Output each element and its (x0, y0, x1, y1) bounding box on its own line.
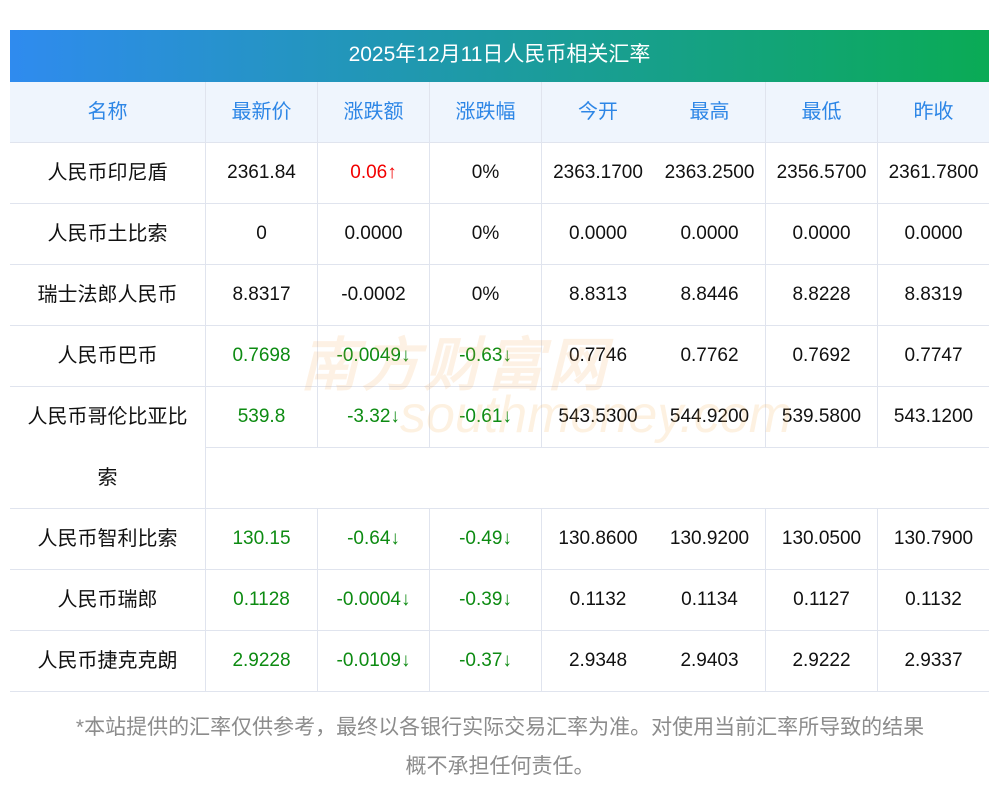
table-row: 人民币瑞郎 0.1128 -0.0004↓ -0.39↓ 0.1132 0.1134 0.1… (10, 570, 989, 631)
table-row: 人民币土比索 0 0.0000 0% 0.0000 0.0000 0.0000 0.0000 (10, 204, 989, 265)
cell-change-pct: 0% (430, 265, 542, 325)
header-open: 今开 (578, 101, 618, 123)
cell-latest: 539.8 (206, 387, 318, 448)
cell-change: 0.06↑ (318, 143, 430, 203)
cell-change-pct: -0.61↓ (430, 387, 542, 448)
cell-prev-close: 0.0000 (904, 223, 963, 244)
cell-latest: 2.9228 (206, 631, 318, 691)
cell-change: -0.0002 (318, 265, 430, 325)
cell-low: 8.8228 (766, 265, 878, 325)
cell-open: 0.0000 (568, 223, 628, 244)
cell-open: 2363.1700 (553, 162, 643, 183)
cell-prev-close: 2361.7800 (888, 162, 979, 183)
table-row: 人民币巴币 0.7698 -0.0049↓ -0.63↓ 0.7746 0.7762 0.7… (10, 326, 989, 387)
cell-latest: 8.8317 (206, 265, 318, 325)
cell-high: 0.1134 (654, 570, 766, 630)
cell-prev-close: 2.9337 (904, 650, 963, 671)
disclaimer-line-2: 概不承担任何责任。 (405, 755, 595, 778)
cell-prev-close: 8.8319 (904, 284, 963, 305)
cell-low: 539.5800 (766, 387, 878, 448)
cell-open: 130.8600 (558, 528, 638, 549)
cell-open: 8.8313 (568, 284, 628, 305)
cell-change-pct: -0.39↓ (430, 570, 542, 630)
cell-change-pct: 0% (430, 143, 542, 203)
table-header: 名称 最新价 涨跌额 涨跌幅 今开 最高 最低 昨收 (10, 82, 989, 143)
cell-prev-close: 543.1200 (878, 387, 989, 448)
header-latest: 最新价 (206, 82, 318, 142)
cell-open: 0.7746 (568, 345, 628, 366)
header-change: 涨跌额 (318, 82, 430, 142)
cell-high: 544.9200 (654, 387, 766, 448)
cell-change-pct: -0.37↓ (430, 631, 542, 691)
cell-high: 2.9403 (654, 631, 766, 691)
cell-high: 0.7762 (654, 326, 766, 386)
cell-latest: 2361.84 (206, 143, 318, 203)
cell-change-pct: -0.63↓ (430, 326, 542, 386)
cell-low: 0.7692 (766, 326, 878, 386)
cell-change-pct: -0.49↓ (430, 509, 542, 569)
header-low: 最低 (766, 82, 878, 142)
cell-high: 8.8446 (654, 265, 766, 325)
table-row: 瑞士法郎人民币 8.8317 -0.0002 0% 8.8313 8.8446 8.8228… (10, 265, 989, 326)
cell-name: 人民币哥伦比亚比索 (10, 387, 206, 508)
cell-name: 人民币土比索 (10, 204, 206, 264)
table-row: 人民币哥伦比亚比索 539.8 -3.32↓ -0.61↓ 543.5300 544.92… (10, 387, 989, 509)
cell-prev-close: 0.1132 (905, 589, 962, 610)
cell-latest: 130.15 (206, 509, 318, 569)
cell-name: 人民币瑞郎 (10, 570, 206, 630)
cell-name: 人民币捷克克朗 (10, 631, 206, 691)
cell-change: -0.0049↓ (318, 326, 430, 386)
cell-open: 0.1132 (569, 589, 627, 610)
cell-low: 0.1127 (766, 570, 878, 630)
cell-change: 0.0000 (318, 204, 430, 264)
header-name: 名称 (10, 82, 206, 142)
table-row: 人民币捷克克朗 2.9228 -0.0109↓ -0.37↓ 2.9348 2.9403 2… (10, 631, 989, 692)
cell-low: 2356.5700 (766, 143, 878, 203)
cell-latest: 0.7698 (206, 326, 318, 386)
header-change-pct: 涨跌幅 (430, 82, 542, 142)
cell-prev-close: 130.7900 (893, 528, 974, 549)
cell-low: 2.9222 (766, 631, 878, 691)
disclaimer-line-1: *本站提供的汇率仅供参考，最终以各银行实际交易汇率为准。对使用当前汇率所导致的结… (75, 716, 925, 739)
cell-latest: 0.1128 (206, 570, 318, 630)
cell-high: 0.0000 (654, 204, 766, 264)
cell-open: 543.5300 (542, 387, 654, 448)
cell-name: 人民币巴币 (10, 326, 206, 386)
exchange-rate-table: 名称 最新价 涨跌额 涨跌幅 今开 最高 最低 昨收 人民币印尼盾 2361.84 0.06↑ 0%… (10, 82, 989, 692)
cell-high: 2363.2500 (654, 143, 766, 203)
cell-name: 人民币智利比索 (10, 509, 206, 569)
header-high: 最高 (654, 82, 766, 142)
cell-change: -0.64↓ (318, 509, 430, 569)
table-row: 人民币智利比索 130.15 -0.64↓ -0.49↓ 130.8600 130.920… (10, 509, 989, 570)
cell-change: -0.0109↓ (318, 631, 430, 691)
cell-latest: 0 (206, 204, 318, 264)
cell-change: -0.0004↓ (318, 570, 430, 630)
header-prev-close: 昨收 (913, 101, 954, 123)
cell-low: 130.0500 (766, 509, 878, 569)
cell-prev-close: 0.7747 (904, 345, 963, 366)
cell-name: 人民币印尼盾 (10, 143, 206, 203)
cell-change-pct: 0% (430, 204, 542, 264)
cell-open: 2.9348 (568, 650, 628, 671)
cell-change: -3.32↓ (318, 387, 430, 448)
table-row: 人民币印尼盾 2361.84 0.06↑ 0% 2363.1700 2363.2500 23… (10, 143, 989, 204)
cell-low: 0.0000 (766, 204, 878, 264)
cell-high: 130.9200 (654, 509, 766, 569)
disclaimer: *本站提供的汇率仅供参考，最终以各银行实际交易汇率为准。对使用当前汇率所导致的结… (0, 708, 1000, 786)
table-title: 2025年12月11日人民币相关汇率 (10, 30, 989, 82)
cell-name: 瑞士法郎人民币 (10, 265, 206, 325)
